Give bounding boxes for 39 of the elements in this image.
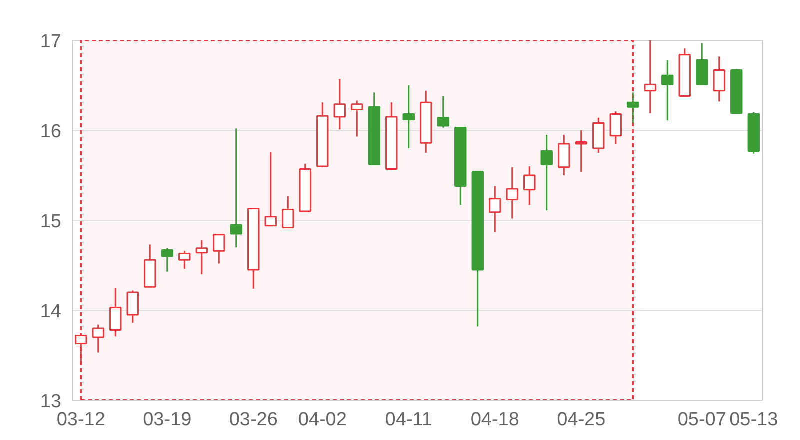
candlestick	[92, 324, 104, 354]
x-tick-label: 05-13	[730, 410, 778, 430]
candlestick	[506, 166, 518, 220]
x-tick-label: 04-25	[557, 410, 606, 430]
x-tick-label: 04-11	[385, 410, 432, 430]
y-tick-label: 14	[40, 302, 62, 322]
x-tick-label: 04-02	[298, 410, 347, 430]
candlestick	[126, 290, 139, 324]
candlestick	[558, 134, 570, 176]
candlestick	[713, 56, 726, 102]
candlestick	[627, 92, 640, 124]
candlestick	[540, 134, 553, 212]
candlestick	[282, 195, 294, 228]
candlestick	[196, 240, 208, 276]
y-tick-label: 13	[40, 392, 62, 412]
candlestick	[489, 186, 502, 233]
candlestick	[334, 78, 346, 130]
x-tick-label: 04-18	[470, 410, 520, 430]
candlestick	[110, 287, 122, 338]
candlestick	[230, 128, 242, 248]
candlestick	[644, 40, 656, 114]
candlestick	[437, 96, 450, 129]
candlestick	[351, 100, 364, 138]
candlestick	[178, 250, 191, 270]
candlestick	[575, 130, 588, 173]
candlestick	[402, 84, 415, 150]
x-tick-label: 03-12	[56, 410, 106, 430]
x-tick-label: 05-07	[678, 410, 726, 430]
x-tick-label: 03-19	[143, 410, 192, 430]
candlestick	[213, 234, 226, 264]
y-tick-label: 17	[40, 32, 62, 52]
candlestick	[662, 60, 674, 122]
y-tick-label: 16	[40, 122, 62, 142]
y-tick-label: 15	[40, 212, 62, 232]
candlestick	[610, 110, 622, 145]
candlestick	[161, 248, 174, 273]
x-tick-label: 03-26	[229, 410, 278, 430]
candlestick	[524, 166, 536, 206]
candlestick	[264, 151, 277, 227]
